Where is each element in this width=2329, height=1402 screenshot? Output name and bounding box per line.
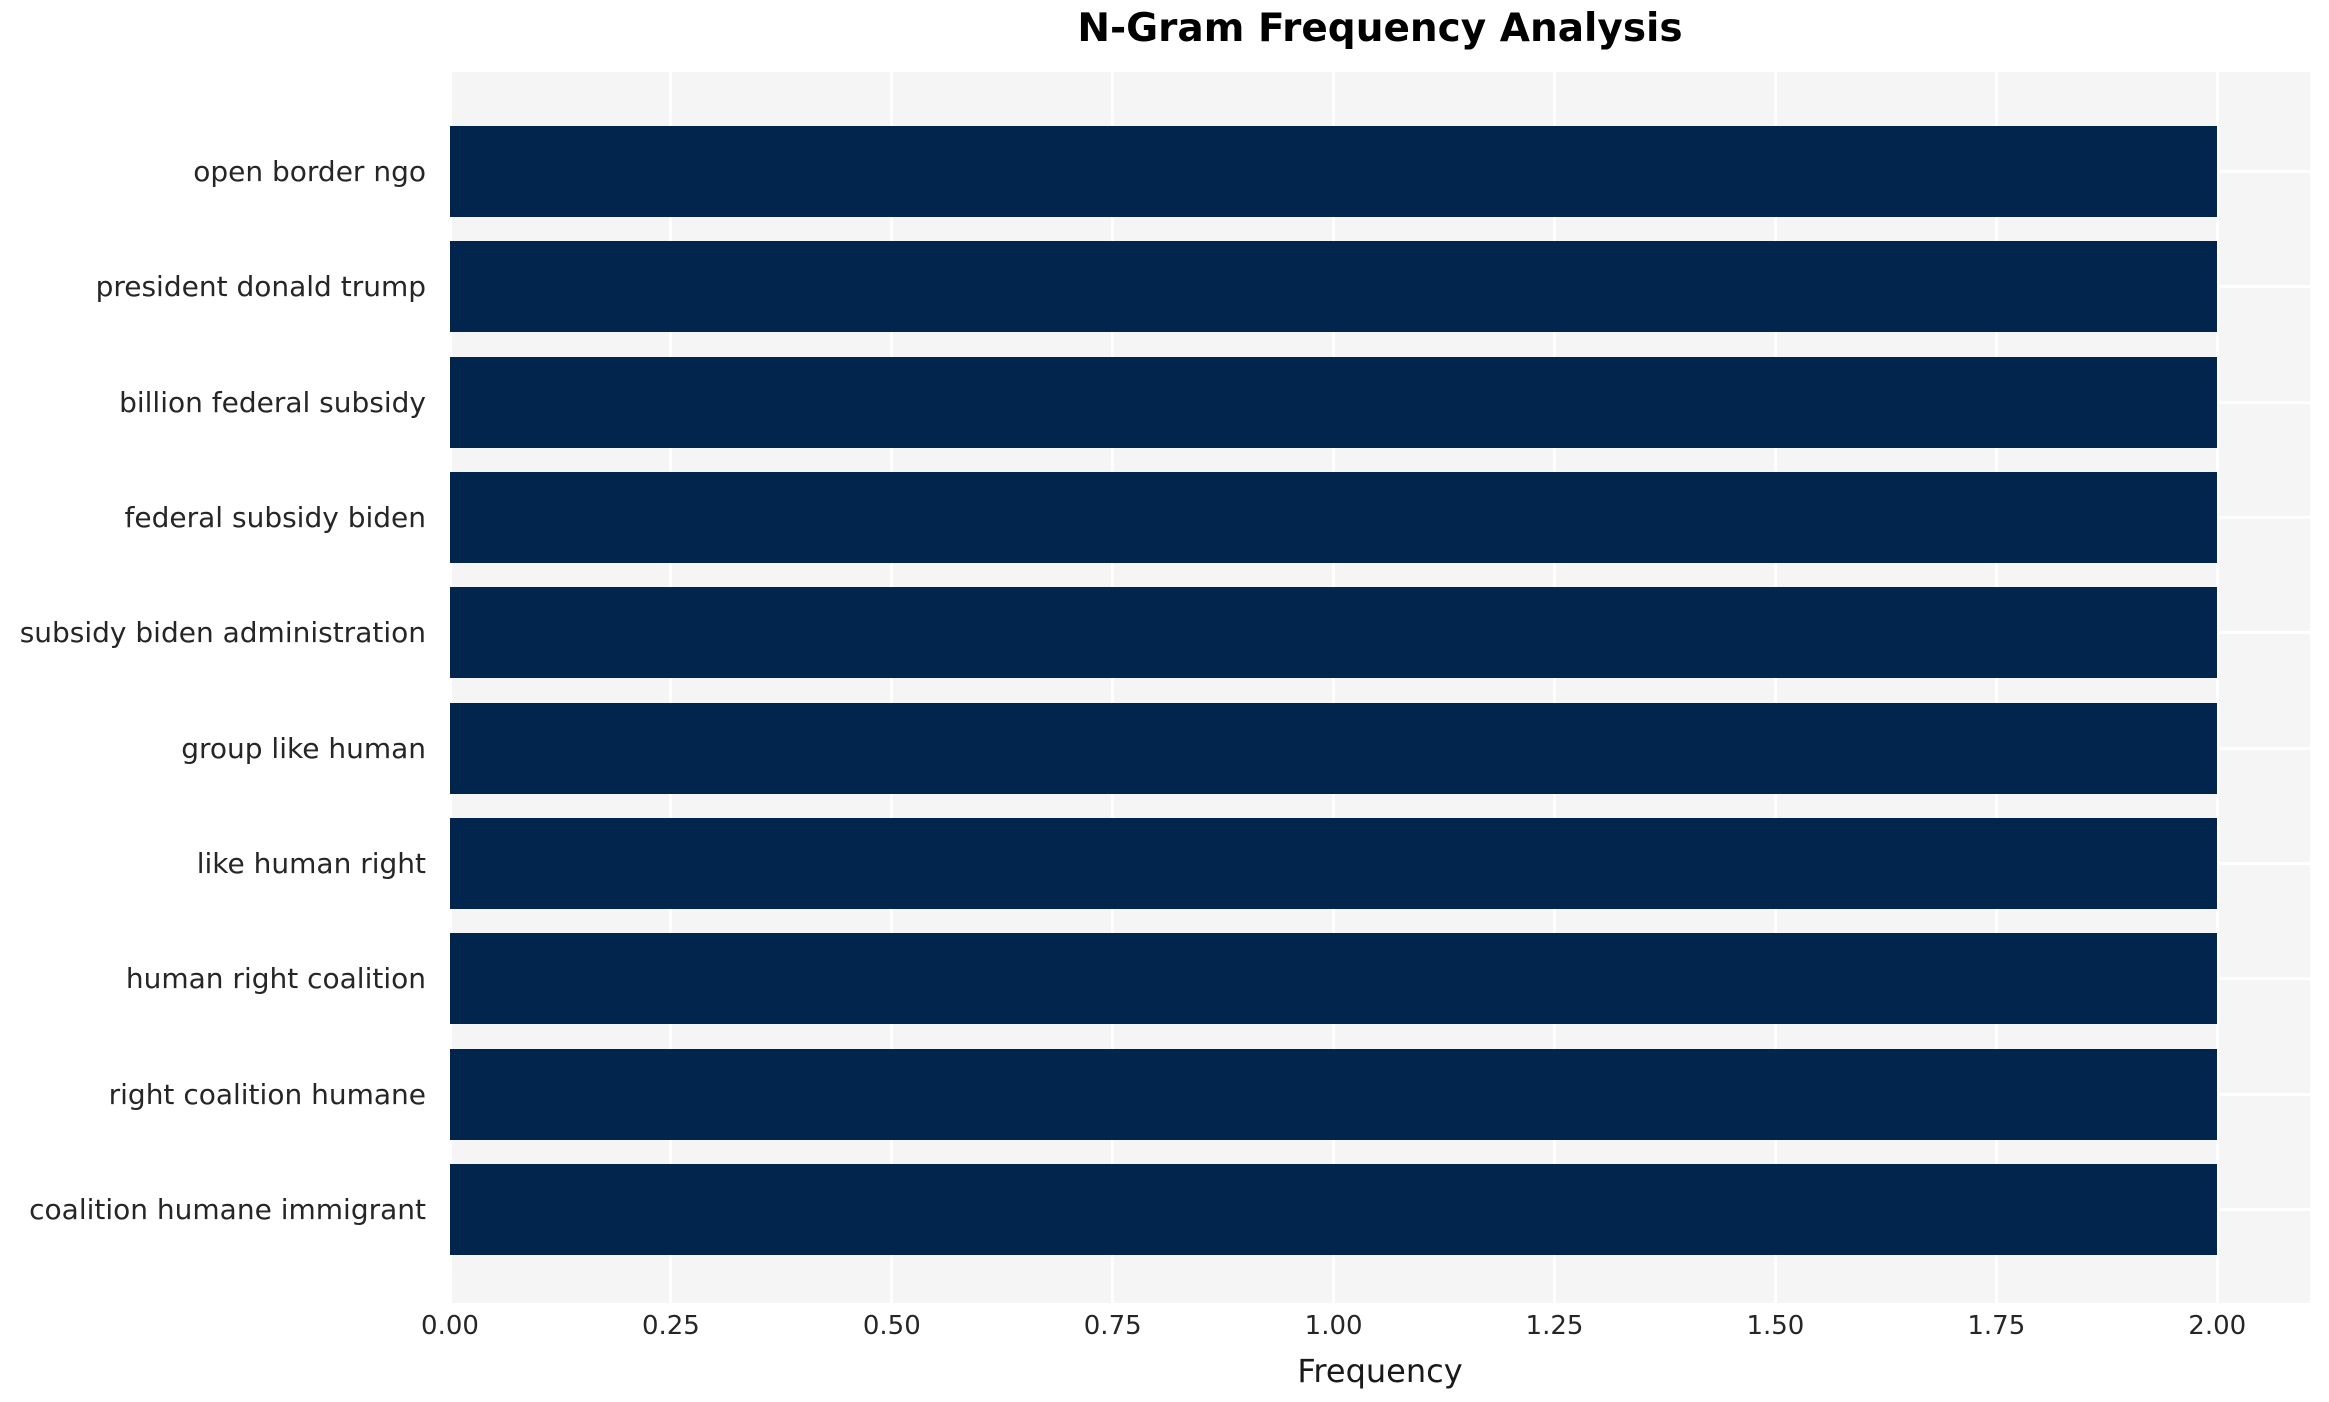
y-axis-label: subsidy biden administration — [19, 616, 426, 650]
y-axis-label: open border ngo — [193, 155, 426, 189]
x-tick-label: 1.25 — [1525, 1311, 1584, 1341]
frequency-bar — [450, 1048, 2218, 1140]
frequency-bar — [450, 933, 2218, 1025]
bar-row — [450, 575, 2310, 690]
x-tick-label: 1.50 — [1746, 1311, 1805, 1341]
y-axis-label: group like human — [181, 731, 426, 765]
y-axis-label: president donald trump — [95, 270, 426, 304]
y-axis-label: right coalition humane — [108, 1077, 426, 1111]
x-axis-title: Frequency — [1297, 1352, 1463, 1390]
x-tick-label: 1.00 — [1304, 1311, 1363, 1341]
bar-row — [450, 1036, 2310, 1151]
y-axis-label: coalition humane immigrant — [29, 1192, 426, 1226]
gridline-vertical — [1111, 72, 1115, 1303]
bar-row — [450, 229, 2310, 344]
bar-rows — [450, 72, 2310, 1303]
x-tick-label: 2.00 — [2188, 1311, 2247, 1341]
frequency-bar — [450, 241, 2218, 333]
frequency-bar — [450, 356, 2218, 448]
gridline-vertical — [890, 72, 894, 1303]
y-axis-label: human right coalition — [125, 962, 426, 996]
chart-title: N-Gram Frequency Analysis — [1077, 6, 1683, 51]
gridline-vertical — [1553, 72, 1556, 1303]
y-axis-label: federal subsidy biden — [124, 501, 426, 535]
gridline-vertical — [2215, 72, 2219, 1303]
x-tick-label: 0.75 — [1083, 1311, 1142, 1341]
y-axis-labels: open border ngo president donald trump bil… — [0, 72, 436, 1303]
x-tick-label: 1.75 — [1967, 1311, 2026, 1341]
frequency-bar — [450, 472, 2218, 564]
x-axis-ticks: 0.00 0.25 0.50 0.75 1.00 1.25 1.50 1.75 2.00 — [0, 1311, 2329, 1351]
bar-row — [450, 345, 2310, 460]
bar-row — [450, 921, 2310, 1036]
frequency-bar — [450, 587, 2218, 679]
gridline-vertical — [669, 72, 673, 1303]
bar-row — [450, 690, 2310, 805]
gridline-vertical — [450, 72, 452, 1303]
frequency-bar — [450, 817, 2218, 909]
frequency-bar — [450, 1163, 2218, 1255]
bar-row — [450, 460, 2310, 575]
bar-row — [450, 114, 2310, 229]
y-axis-label: billion federal subsidy — [119, 385, 426, 419]
x-tick-label: 0.00 — [421, 1311, 479, 1341]
frequency-bar — [450, 702, 2218, 794]
bar-row — [450, 806, 2310, 921]
x-tick-label: 0.50 — [862, 1311, 921, 1341]
bar-row — [450, 1152, 2310, 1267]
x-tick-label: 0.25 — [641, 1311, 700, 1341]
y-axis-label: like human right — [196, 846, 426, 880]
gridline-vertical — [1773, 72, 1777, 1303]
frequency-bar — [450, 126, 2218, 218]
gridline-vertical — [1332, 72, 1336, 1303]
gridline-vertical — [1994, 72, 1998, 1303]
